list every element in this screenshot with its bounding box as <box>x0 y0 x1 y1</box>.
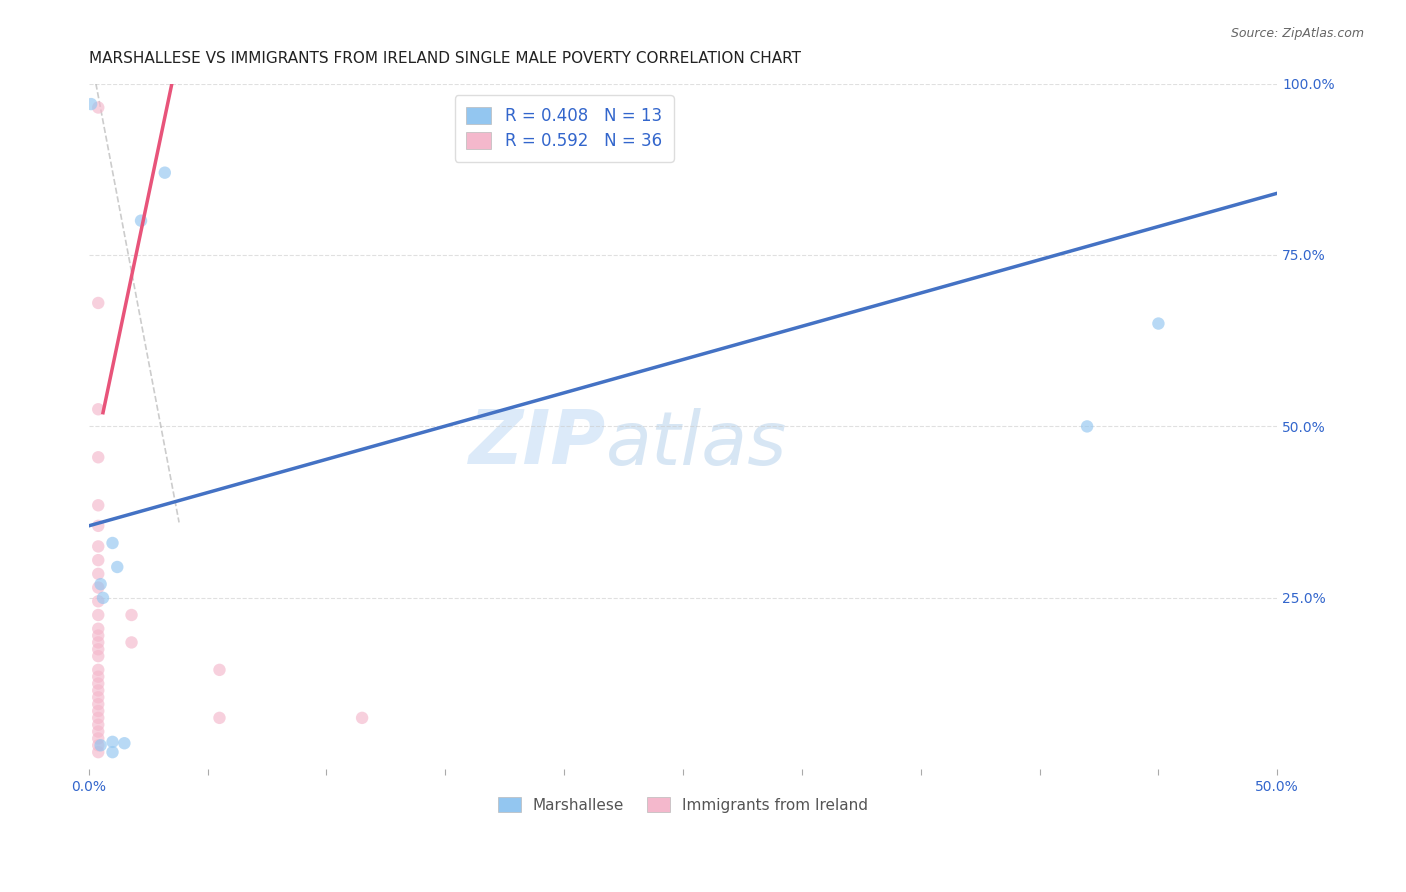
Point <box>101 735 124 749</box>
Point <box>101 745 124 759</box>
Point <box>87 519 110 533</box>
Point <box>87 724 110 739</box>
Point <box>153 166 176 180</box>
Point <box>1076 419 1098 434</box>
Point <box>87 745 110 759</box>
Point <box>112 736 135 750</box>
Point <box>101 536 124 550</box>
Point <box>208 711 231 725</box>
Point <box>90 577 112 591</box>
Text: ZIP: ZIP <box>468 407 606 480</box>
Point <box>87 690 110 705</box>
Point <box>87 594 110 608</box>
Point <box>87 402 110 417</box>
Point <box>87 774 110 789</box>
Point <box>352 711 374 725</box>
Point <box>80 97 103 112</box>
Point <box>87 717 110 731</box>
Point <box>87 553 110 567</box>
Point <box>87 296 110 310</box>
Text: MARSHALLESE VS IMMIGRANTS FROM IRELAND SINGLE MALE POVERTY CORRELATION CHART: MARSHALLESE VS IMMIGRANTS FROM IRELAND S… <box>89 51 801 66</box>
Point <box>87 635 110 649</box>
Point <box>87 566 110 581</box>
Point <box>87 739 110 753</box>
Point <box>90 739 112 753</box>
Point <box>87 498 110 512</box>
Point <box>87 649 110 664</box>
Text: atlas: atlas <box>606 408 787 480</box>
Point <box>87 683 110 698</box>
Point <box>87 629 110 643</box>
Point <box>87 663 110 677</box>
Point <box>87 622 110 636</box>
Point <box>87 581 110 595</box>
Point <box>87 607 110 622</box>
Point <box>87 697 110 711</box>
Point <box>1147 317 1170 331</box>
Point <box>87 704 110 718</box>
Point <box>87 101 110 115</box>
Point <box>87 731 110 746</box>
Point <box>87 450 110 465</box>
Point <box>129 213 152 227</box>
Point <box>87 540 110 554</box>
Point <box>87 676 110 690</box>
Point <box>208 663 231 677</box>
Text: Source: ZipAtlas.com: Source: ZipAtlas.com <box>1230 27 1364 40</box>
Point <box>91 591 114 605</box>
Point <box>121 607 143 622</box>
Point <box>121 635 143 649</box>
Point <box>87 711 110 725</box>
Point <box>87 670 110 684</box>
Legend: Marshallese, Immigrants from Ireland: Marshallese, Immigrants from Ireland <box>486 786 879 823</box>
Point <box>87 642 110 657</box>
Point <box>105 560 128 574</box>
